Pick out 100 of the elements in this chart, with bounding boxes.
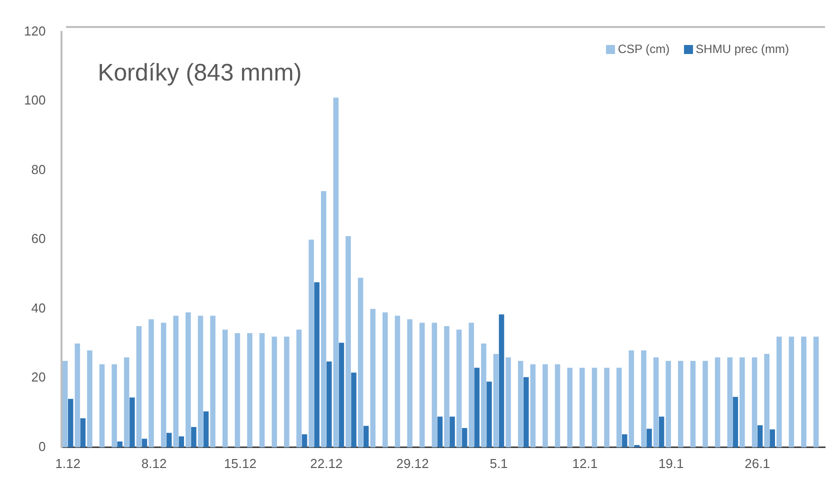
bar xyxy=(788,336,794,448)
bar xyxy=(407,319,412,448)
x-tick-label: 5.1 xyxy=(490,456,508,471)
bar xyxy=(456,330,462,448)
bar xyxy=(302,434,308,448)
bar xyxy=(382,312,388,448)
bar xyxy=(166,432,172,448)
bar xyxy=(628,350,634,448)
bar xyxy=(474,368,480,448)
bar xyxy=(530,364,536,448)
bar xyxy=(732,396,738,448)
bar xyxy=(160,322,166,448)
bar xyxy=(173,316,179,448)
x-tick-label: 8.12 xyxy=(141,456,167,471)
y-tick-label: 40 xyxy=(31,300,46,316)
x-tick-label: 1.12 xyxy=(55,456,80,471)
bar xyxy=(87,350,92,448)
x-tick-label: 29.12 xyxy=(396,456,429,471)
y-tick-label: 100 xyxy=(24,92,46,108)
bar xyxy=(702,360,708,448)
bar xyxy=(592,368,598,448)
bar xyxy=(678,360,684,448)
bar xyxy=(308,240,314,448)
bar xyxy=(326,362,332,448)
bar xyxy=(462,428,468,448)
bar xyxy=(757,425,763,448)
bar xyxy=(506,357,511,448)
bar xyxy=(714,357,720,448)
bar xyxy=(486,382,492,448)
bar xyxy=(178,436,184,448)
bar xyxy=(770,429,775,448)
bar xyxy=(813,336,819,448)
bar xyxy=(542,364,548,448)
bar xyxy=(112,364,117,448)
bar xyxy=(567,368,572,448)
bar xyxy=(646,428,652,448)
bar xyxy=(148,319,154,448)
bar xyxy=(518,360,524,448)
bar xyxy=(622,434,628,448)
x-tick-label: 15.12 xyxy=(224,456,256,471)
text: Kordíky (843 mnm) xyxy=(98,59,302,86)
bar xyxy=(363,426,369,448)
x-tick-label: 19.1 xyxy=(658,456,684,471)
bar xyxy=(338,342,344,448)
bar xyxy=(130,398,135,448)
bar xyxy=(198,316,204,448)
bar xyxy=(247,333,252,448)
bar xyxy=(370,308,376,448)
bar xyxy=(740,357,745,448)
bar xyxy=(124,357,130,448)
bar xyxy=(493,354,499,448)
bar xyxy=(346,236,351,448)
y-tick-label: 80 xyxy=(31,162,46,177)
bar xyxy=(80,418,86,448)
bar xyxy=(314,282,320,448)
bar xyxy=(752,357,758,448)
bar xyxy=(498,314,504,448)
legend-label: CSP (cm) xyxy=(618,42,670,56)
bar xyxy=(801,336,806,448)
bar xyxy=(358,278,364,448)
bar xyxy=(450,416,455,448)
bar xyxy=(432,322,438,448)
x-tick-label: 26.1 xyxy=(744,456,770,471)
bar xyxy=(481,344,486,448)
bar xyxy=(690,360,696,448)
bar xyxy=(653,357,659,448)
x-tick-label: 22.12 xyxy=(310,456,343,471)
bar xyxy=(74,344,80,448)
bar xyxy=(580,368,585,448)
bar xyxy=(117,442,122,448)
bar xyxy=(222,330,228,448)
x-tick-label: 12.1 xyxy=(572,456,598,471)
bar xyxy=(554,364,560,448)
bar xyxy=(136,326,142,448)
bar xyxy=(284,336,290,448)
bar xyxy=(142,438,148,448)
bar xyxy=(641,350,646,448)
bar xyxy=(210,316,216,448)
bar xyxy=(604,368,610,448)
bar xyxy=(259,333,265,448)
bar xyxy=(191,426,196,448)
bar xyxy=(616,368,622,448)
bar xyxy=(272,336,277,448)
y-tick-label: 20 xyxy=(31,370,46,385)
bar xyxy=(776,336,782,448)
bar xyxy=(234,333,240,448)
y-tick-label: 120 xyxy=(24,23,46,38)
bar xyxy=(444,326,450,448)
bar xyxy=(351,372,356,448)
bar xyxy=(62,360,68,448)
bar xyxy=(666,360,671,448)
bar xyxy=(727,357,733,448)
bar xyxy=(186,312,191,448)
bar xyxy=(394,316,400,448)
bar xyxy=(437,416,443,448)
bar xyxy=(320,191,326,448)
y-tick-label: 0 xyxy=(38,438,46,454)
bar xyxy=(203,411,209,448)
bar xyxy=(99,364,105,448)
bar xyxy=(296,330,302,448)
